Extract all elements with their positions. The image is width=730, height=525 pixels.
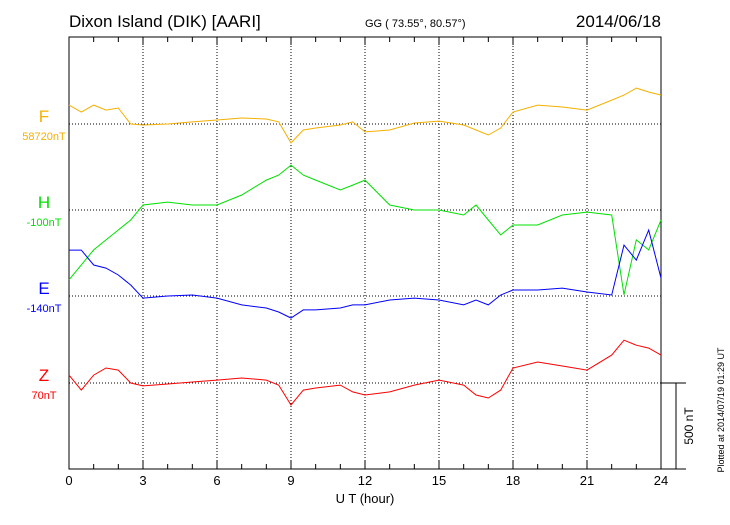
x-tick-label: 24: [654, 473, 668, 488]
geo-coords: GG ( 73.55°, 80.57°): [365, 18, 466, 30]
series-name-e: E: [38, 279, 49, 298]
baseline-label-h: -100nT: [27, 217, 62, 229]
x-tick-label: 0: [65, 473, 72, 488]
series-line-h: [68, 164, 662, 295]
baseline-label-e: -140nT: [27, 303, 62, 315]
x-tick-label: 3: [139, 473, 146, 488]
x-axis-label: U T (hour): [336, 491, 395, 506]
x-tick-label: 12: [358, 473, 372, 488]
series-name-f: F: [39, 107, 49, 126]
series-line-z: [68, 339, 662, 406]
series-name-h: H: [38, 193, 50, 212]
x-tick-label: 6: [213, 473, 220, 488]
scale-bar-label: 500 nT: [682, 407, 696, 445]
x-tick-label: 9: [287, 473, 294, 488]
baseline-label-f: 58720nT: [22, 131, 66, 143]
x-tick-label: 18: [506, 473, 520, 488]
date-label: 2014/06/18: [576, 12, 661, 31]
series-name-z: Z: [39, 366, 49, 385]
baseline-label-z: 70nT: [31, 390, 56, 402]
x-tick-label: 15: [432, 473, 446, 488]
series-line-e: [69, 228, 662, 319]
series-line-f: [68, 87, 662, 144]
plotted-note: Plotted at 2014/07/19 01:29 UT: [716, 347, 726, 473]
x-tick-label: 21: [580, 473, 594, 488]
station-title: Dixon Island (DIK) [AARI]: [69, 12, 261, 31]
